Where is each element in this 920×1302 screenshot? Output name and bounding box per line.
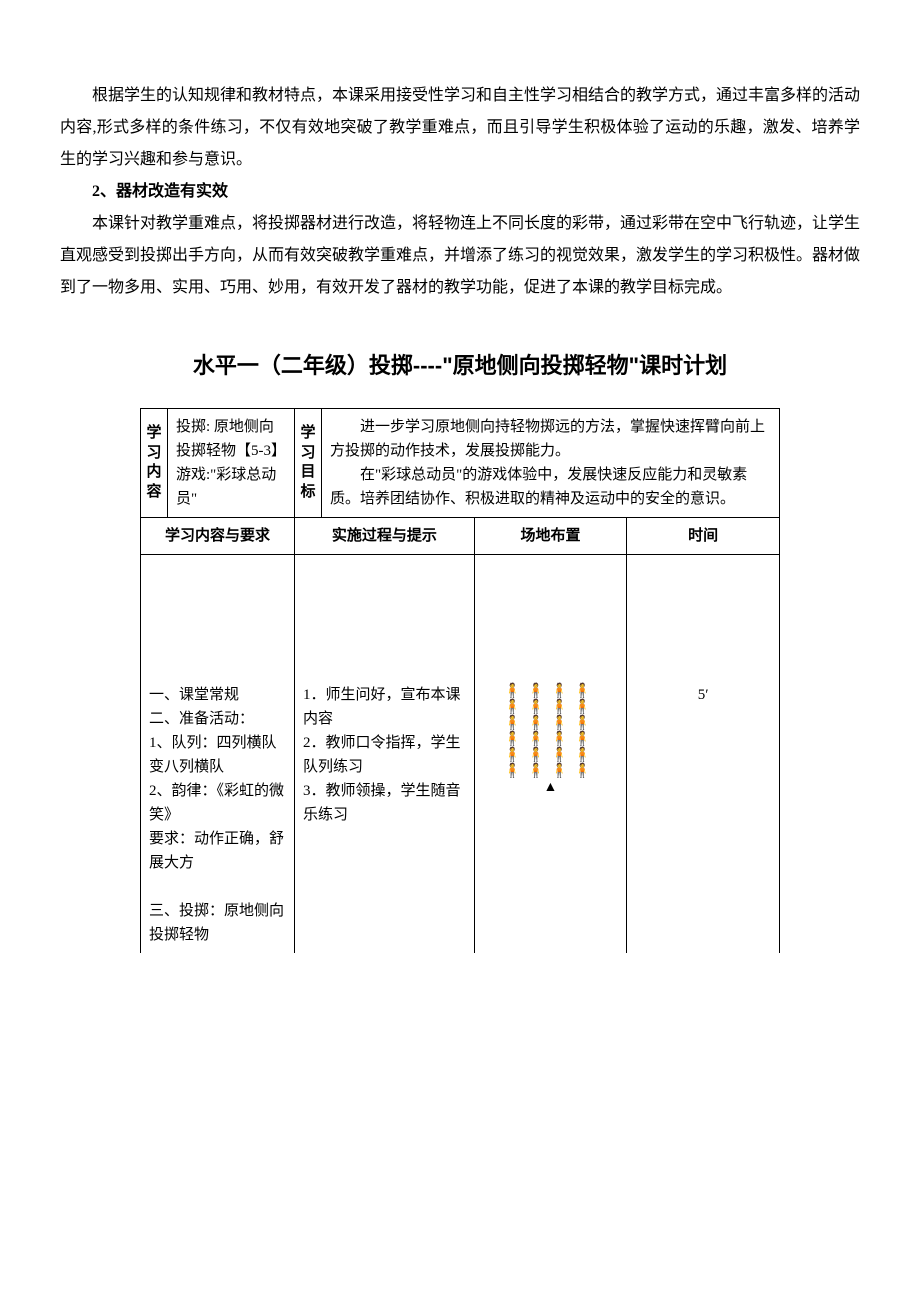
hdr-process: 实施过程与提示 — [295, 518, 475, 555]
hdr-field: 场地布置 — [474, 518, 627, 555]
table-row: 学习内容与要求 实施过程与提示 场地布置 时间 — [141, 518, 780, 555]
table-row: 学习内容 投掷: 原地侧向投掷轻物【5-3】游戏:"彩球总动员" 学习目标 进一… — [141, 409, 780, 518]
formation-diagram: 🧍🧍🧍🧍🧍🧍🧍🧍🧍🧍🧍🧍🧍🧍🧍🧍🧍🧍🧍🧍🧍🧍🧍🧍▲ — [504, 683, 598, 795]
cell-blank — [141, 555, 295, 678]
lesson-plan-title: 水平一（二年级）投掷----"原地侧向投掷轻物"课时计划 — [60, 344, 860, 388]
cell-requirements: 一、课堂常规二、准备活动：1、队列：四列横队变八列横队2、韵律：《彩虹的微笑》要… — [141, 677, 295, 953]
label-study-goal: 学习目标 — [295, 409, 322, 518]
cell-time: 5′ — [627, 677, 780, 953]
cell-study-content: 投掷: 原地侧向投掷轻物【5-3】游戏:"彩球总动员" — [168, 409, 295, 518]
lesson-plan-table: 学习内容 投掷: 原地侧向投掷轻物【5-3】游戏:"彩球总动员" 学习目标 进一… — [140, 408, 780, 953]
label-study-content: 学习内容 — [141, 409, 168, 518]
cell-process: 1．师生问好，宣布本课内容2．教师口令指挥，学生队列练习3．教师领操，学生随音乐… — [295, 677, 475, 953]
hdr-requirements: 学习内容与要求 — [141, 518, 295, 555]
intro-para-1: 根据学生的认知规律和教材特点，本课采用接受性学习和自主性学习相结合的教学方式，通… — [60, 80, 860, 176]
cell-field-formation: 🧍🧍🧍🧍🧍🧍🧍🧍🧍🧍🧍🧍🧍🧍🧍🧍🧍🧍🧍🧍🧍🧍🧍🧍▲ — [474, 677, 627, 953]
cell-study-goal: 进一步学习原地侧向持轻物掷远的方法，掌握快速挥臂向前上方投掷的动作技术，发展投掷… — [322, 409, 780, 518]
hdr-time: 时间 — [627, 518, 780, 555]
table-row — [141, 555, 780, 678]
cell-blank — [474, 555, 627, 678]
cell-blank — [295, 555, 475, 678]
table-row: 一、课堂常规二、准备活动：1、队列：四列横队变八列横队2、韵律：《彩虹的微笑》要… — [141, 677, 780, 953]
intro-subheading-2: 2、器材改造有实效 — [60, 176, 860, 208]
intro-para-2: 本课针对教学重难点，将投掷器材进行改造，将轻物连上不同长度的彩带，通过彩带在空中… — [60, 208, 860, 304]
cell-blank — [627, 555, 780, 678]
